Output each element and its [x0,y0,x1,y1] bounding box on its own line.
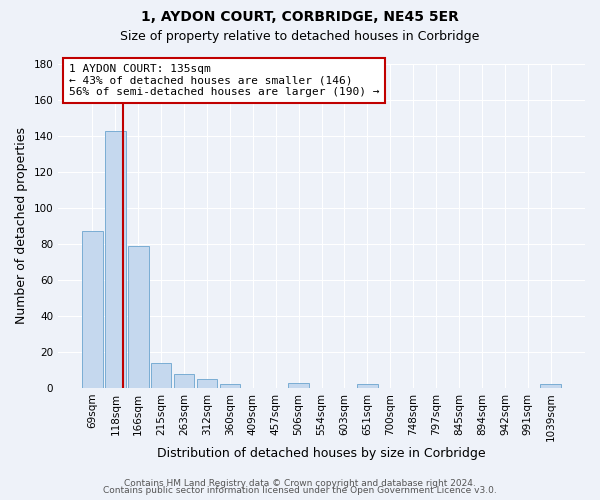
X-axis label: Distribution of detached houses by size in Corbridge: Distribution of detached houses by size … [157,447,486,460]
Bar [220,384,240,388]
Bar [151,363,172,388]
Text: Size of property relative to detached houses in Corbridge: Size of property relative to detached ho… [121,30,479,43]
Text: 1 AYDON COURT: 135sqm
← 43% of detached houses are smaller (146)
56% of semi-det: 1 AYDON COURT: 135sqm ← 43% of detached … [69,64,379,97]
Text: Contains HM Land Registry data © Crown copyright and database right 2024.: Contains HM Land Registry data © Crown c… [124,478,476,488]
Text: 1, AYDON COURT, CORBRIDGE, NE45 5ER: 1, AYDON COURT, CORBRIDGE, NE45 5ER [141,10,459,24]
Bar [82,232,103,388]
Bar [197,379,217,388]
Bar [128,246,149,388]
Bar [289,382,309,388]
Bar [174,374,194,388]
Y-axis label: Number of detached properties: Number of detached properties [15,128,28,324]
Text: Contains public sector information licensed under the Open Government Licence v3: Contains public sector information licen… [103,486,497,495]
Bar [541,384,561,388]
Bar [105,130,125,388]
Bar [357,384,378,388]
